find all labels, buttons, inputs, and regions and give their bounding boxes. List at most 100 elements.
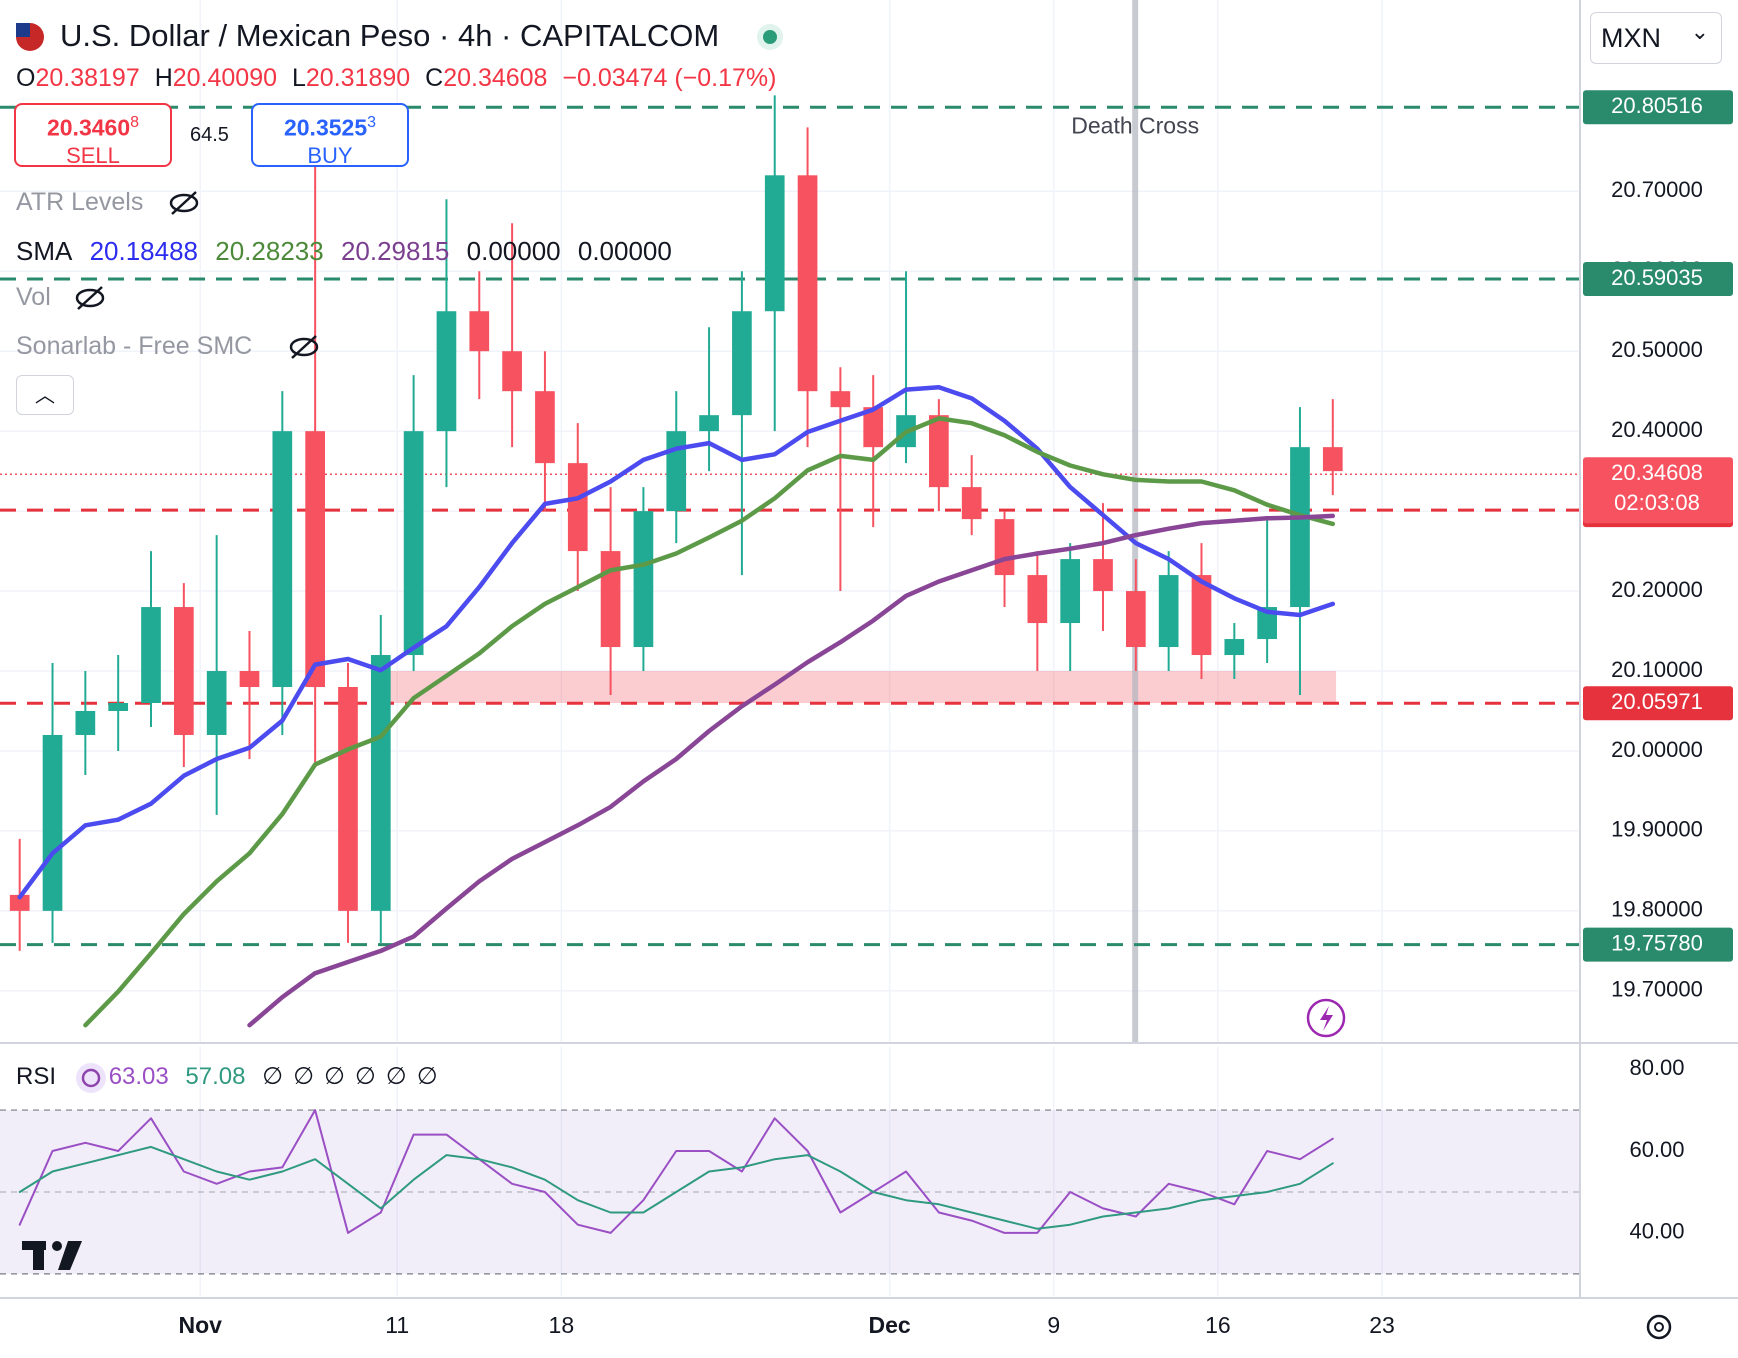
x-tick-label: 16 <box>1205 1312 1231 1338</box>
buy-button[interactable]: 20.35253 BUY <box>251 103 409 168</box>
level-label: 20.05971 <box>1611 689 1703 714</box>
indicator-atr[interactable]: ATR Levels <box>16 188 144 216</box>
candle-body <box>929 415 949 488</box>
candle-body <box>370 655 391 911</box>
y-tick-label: 20.70000 <box>1611 177 1703 202</box>
sma-line <box>83 416 1336 1028</box>
plot-layers: Death Cross <box>0 0 1579 1296</box>
indicator-sma[interactable]: SMA 20.18488 20.28233 20.29815 0.00000 0… <box>16 236 682 267</box>
rsi-title[interactable]: RSI <box>16 1063 57 1090</box>
sell-label: SELL <box>66 143 120 169</box>
flag-icon-canton <box>16 23 30 37</box>
rsi-extras: ∅ ∅ ∅ ∅ ∅ ∅ <box>262 1063 447 1090</box>
spread: 64.5 <box>190 124 229 146</box>
rsi-band <box>0 1110 1579 1274</box>
rsi-line <box>18 1109 1334 1234</box>
indicator-smc[interactable]: Sonarlab - Free SMC <box>16 332 253 360</box>
eye-off-icon <box>289 337 319 357</box>
level-label-bg <box>1583 261 1733 296</box>
sma-value: 0.00000 <box>466 236 561 266</box>
candle-body <box>633 511 654 648</box>
currency-select[interactable]: MXN <box>1590 7 1722 64</box>
x-tick-label: 23 <box>1369 1312 1395 1338</box>
rsi-extra: ∅ <box>385 1063 407 1090</box>
logo-part <box>33 1241 44 1270</box>
candle-body <box>272 431 293 688</box>
ohlc-key: C <box>425 64 444 92</box>
sma-value: 20.18488 <box>89 236 199 266</box>
candle-body <box>502 351 522 392</box>
y-tick-label: 20.20000 <box>1611 577 1703 602</box>
candle-body <box>338 687 358 911</box>
candle-body <box>1322 447 1343 472</box>
candle-body <box>1158 575 1179 648</box>
ohlc-value: 20.34608 <box>443 64 548 92</box>
x-tick-label: 18 <box>549 1312 575 1338</box>
candle-body <box>1093 559 1113 592</box>
logo-part <box>58 1241 82 1270</box>
candle-body <box>42 734 63 911</box>
countdown: 02:03:08 <box>1614 490 1700 515</box>
candle-body <box>75 710 96 735</box>
level-label: 20.59035 <box>1611 265 1703 290</box>
last-price-label-bg <box>1583 457 1733 524</box>
candle-body <box>535 391 555 464</box>
ohlc-row: O20.38197 H20.40090 L20.31890 C20.34608 … <box>16 64 784 93</box>
candle-body <box>666 431 687 512</box>
sma-line <box>17 384 1336 900</box>
sma-label: SMA <box>16 236 73 266</box>
sma-value: 0.00000 <box>577 236 672 266</box>
rsi-value: 63.03 <box>108 1063 169 1090</box>
candle-body <box>206 671 227 735</box>
x-tick-label: Dec <box>869 1312 911 1338</box>
rsi-extra: ∅ <box>416 1063 438 1090</box>
candle-body <box>9 894 30 911</box>
ohlc-value: 20.38197 <box>35 64 140 92</box>
candle-body <box>141 607 161 703</box>
ohlc-key: H <box>154 64 173 92</box>
sma-value: 20.28233 <box>215 236 324 266</box>
candle-body <box>764 175 785 312</box>
x-tick-label: 11 <box>385 1312 409 1338</box>
buy-price-main: 20.3525 <box>283 114 368 141</box>
candle-body <box>863 407 884 448</box>
ohlc-key: O <box>16 64 36 92</box>
candle-body <box>1224 639 1245 656</box>
y-tick-label: 20.40000 <box>1611 417 1703 442</box>
sell-button[interactable]: 20.34608 SELL <box>14 103 172 169</box>
indicator-vol[interactable]: Vol <box>16 283 51 311</box>
y-tick-label: 20.10000 <box>1611 657 1703 682</box>
candle-body <box>305 431 325 688</box>
eye-off-slash <box>77 286 103 310</box>
sma-value: 20.29815 <box>340 236 450 266</box>
status-dot <box>763 30 777 44</box>
candle-body <box>173 607 194 735</box>
candle-body <box>567 463 588 552</box>
rsi-extra: ∅ <box>354 1063 376 1090</box>
y-tick-label: 40.00 <box>1629 1219 1684 1244</box>
candle-body <box>600 551 621 648</box>
rsi-line <box>18 1145 1334 1230</box>
rsi-refresh-bg <box>76 1063 106 1093</box>
rsi-refresh-icon <box>81 1068 101 1088</box>
candle-body <box>699 415 719 432</box>
candle-body <box>1290 447 1310 608</box>
last-price-label: 20.34608 <box>1611 460 1703 485</box>
annotation-label: Death Cross <box>1071 112 1199 138</box>
y-tick-label: 20.00000 <box>1611 737 1703 762</box>
settings-icon[interactable] <box>1646 1314 1672 1340</box>
collapse-button[interactable]: ︿ <box>16 375 74 415</box>
candle-body <box>830 391 851 408</box>
candle-body <box>961 487 982 520</box>
eye-off-icon <box>169 193 199 213</box>
ohlc-key: L <box>291 64 306 92</box>
candle-body <box>1257 607 1277 640</box>
symbol-title[interactable]: U.S. Dollar / Mexican Peso · 4h · CAPITA… <box>60 18 720 53</box>
sell-price-pip: 8 <box>130 114 140 131</box>
rsi-ma-value: 57.08 <box>185 1063 246 1090</box>
y-tick-label: 19.80000 <box>1611 897 1703 922</box>
logo-part <box>52 1241 62 1251</box>
rsi-extra: ∅ <box>293 1063 314 1090</box>
